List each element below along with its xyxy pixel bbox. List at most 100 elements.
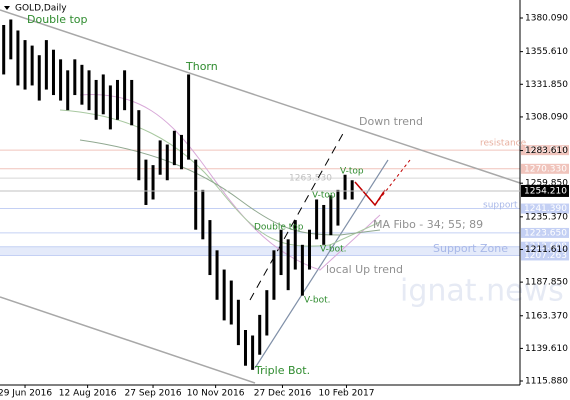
level-label: 1207.263 bbox=[524, 251, 567, 261]
bar bbox=[59, 59, 63, 101]
bar bbox=[151, 165, 155, 200]
y-tick-label: 1211.610 bbox=[525, 245, 568, 255]
bar bbox=[315, 199, 319, 240]
y-tick-label: 1187.850 bbox=[525, 278, 568, 288]
bar bbox=[322, 204, 326, 245]
bar bbox=[229, 280, 233, 325]
x-tick-label: 12 Aug 2016 bbox=[59, 389, 117, 399]
bar bbox=[350, 180, 354, 200]
bar bbox=[16, 30, 20, 86]
bar bbox=[208, 220, 212, 276]
bar bbox=[23, 40, 27, 90]
annotation: Support Zone bbox=[433, 242, 508, 255]
bar bbox=[2, 24, 6, 75]
y-tick-label: 1308.090 bbox=[525, 112, 568, 122]
bar bbox=[30, 45, 34, 86]
bar bbox=[222, 269, 226, 321]
bars bbox=[2, 19, 354, 370]
bar bbox=[51, 49, 55, 96]
bar bbox=[101, 74, 105, 115]
level-label-box bbox=[521, 241, 569, 252]
levels: 1283.903 1270.330 1241.390 1223.650 1213.608… bbox=[0, 145, 569, 261]
bar bbox=[123, 70, 127, 111]
bar bbox=[243, 330, 247, 366]
level-label-box bbox=[521, 145, 569, 156]
level-label: 1241.390 bbox=[524, 204, 567, 214]
annotation: MA Fibo - 34; 55; 89 bbox=[373, 218, 483, 231]
bar bbox=[80, 64, 84, 105]
bar bbox=[336, 189, 340, 226]
inner-level-label: 1263.530 bbox=[289, 174, 332, 184]
annotation: local Up trend bbox=[326, 263, 403, 276]
y-tick-label: 1331.850 bbox=[525, 80, 568, 90]
annotation: V-top bbox=[340, 167, 364, 177]
level-label-box bbox=[521, 250, 569, 261]
bar bbox=[179, 134, 183, 170]
y-tick-label: 1115.880 bbox=[525, 377, 568, 387]
y-tick-label: 1235.370 bbox=[525, 212, 568, 222]
bar bbox=[130, 79, 134, 126]
bar bbox=[115, 79, 119, 120]
y-tick-label: 1355.610 bbox=[525, 47, 568, 57]
level-label-box bbox=[521, 203, 569, 214]
bar bbox=[215, 250, 219, 300]
y-tick-label: 1163.370 bbox=[525, 311, 568, 321]
annotation: resistance bbox=[480, 139, 527, 149]
annotation: V-bot. bbox=[304, 296, 331, 306]
bar bbox=[201, 189, 205, 240]
bar bbox=[272, 250, 276, 300]
level-label: 1213.608 bbox=[524, 242, 567, 252]
chart-title: GOLD,Daily bbox=[15, 4, 67, 14]
last-price-label: 1254.210 bbox=[524, 186, 567, 196]
bar bbox=[87, 70, 91, 111]
x-tick-label: 10 Feb 2017 bbox=[318, 389, 374, 399]
level-label-box bbox=[521, 163, 569, 174]
annotation: Triple Bot. bbox=[254, 364, 310, 377]
annotation: support bbox=[483, 201, 518, 211]
annotation: V-bot. bbox=[320, 245, 347, 255]
menu-arrow[interactable] bbox=[4, 6, 10, 10]
level-label-box bbox=[521, 227, 569, 238]
bar bbox=[236, 299, 240, 346]
annotation: Double top bbox=[27, 13, 88, 26]
annotation: V-top bbox=[312, 191, 336, 201]
x-tick-label: 10 Nov 2016 bbox=[187, 389, 245, 399]
bar bbox=[94, 79, 98, 120]
bar bbox=[329, 195, 333, 236]
bar bbox=[286, 239, 290, 291]
bar bbox=[300, 244, 304, 296]
bar bbox=[343, 174, 347, 200]
bar bbox=[279, 229, 283, 276]
down-trend-line bbox=[0, 9, 521, 184]
bar bbox=[187, 74, 191, 160]
level-label: 1223.650 bbox=[524, 228, 567, 238]
annotation: Double top bbox=[254, 223, 304, 233]
watermark: ignat.news bbox=[400, 274, 564, 309]
bar bbox=[158, 140, 162, 175]
bar bbox=[44, 40, 48, 90]
y-tick-label: 1380.090 bbox=[525, 13, 568, 23]
level-label: 1283.903 bbox=[524, 146, 567, 156]
bar bbox=[265, 290, 269, 336]
bar bbox=[9, 19, 13, 60]
bar bbox=[307, 229, 311, 270]
support-zone bbox=[0, 246, 520, 256]
annotation: Thorn bbox=[185, 60, 218, 73]
y-tick-label: 1139.610 bbox=[525, 344, 568, 354]
level-label: 1270.330 bbox=[524, 164, 567, 174]
bar bbox=[172, 130, 176, 166]
bar bbox=[37, 55, 41, 101]
bar bbox=[108, 85, 112, 130]
annotation: Down trend bbox=[359, 115, 423, 128]
bar bbox=[194, 159, 198, 230]
bar bbox=[66, 70, 70, 111]
bar bbox=[73, 59, 77, 96]
dashed-trend bbox=[249, 129, 346, 301]
x-tick-label: 27 Sep 2016 bbox=[125, 389, 182, 399]
bar bbox=[137, 110, 141, 181]
x-tick-label: 27 Dec 2016 bbox=[254, 389, 312, 399]
bar bbox=[251, 335, 255, 370]
x-tick-label: 29 Jun 2016 bbox=[0, 389, 52, 399]
